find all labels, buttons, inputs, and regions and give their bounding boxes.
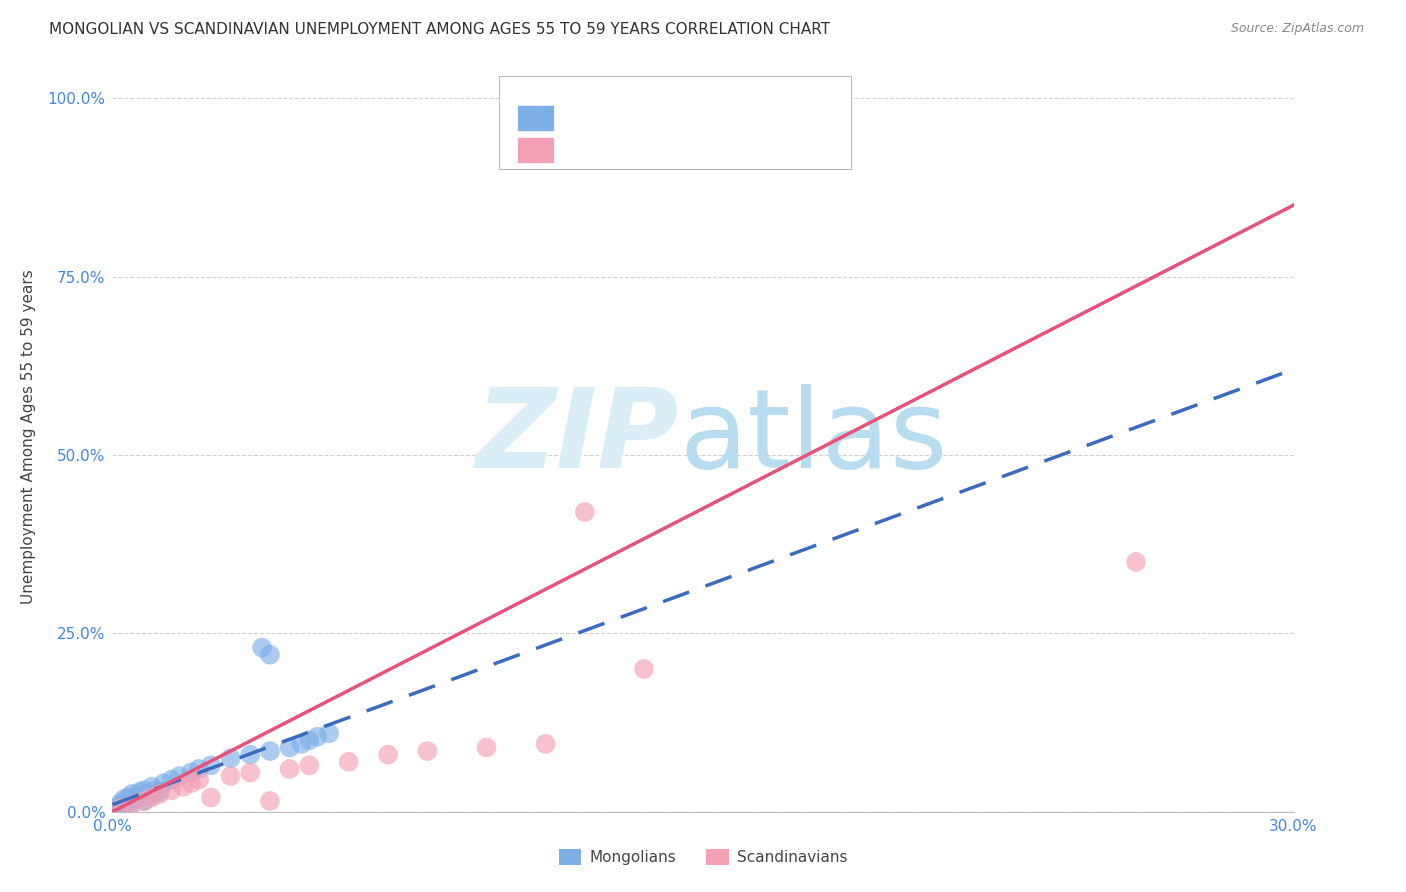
Point	[250, 640, 273, 655]
Text: ZIP: ZIP	[475, 384, 679, 491]
Point	[377, 747, 399, 762]
Point	[169, 769, 191, 783]
Point	[290, 737, 312, 751]
Point	[180, 765, 202, 780]
Point	[125, 789, 148, 803]
Point	[160, 783, 183, 797]
Point	[121, 787, 143, 801]
Point	[112, 792, 135, 806]
Point	[136, 787, 159, 801]
Point	[200, 790, 222, 805]
Point	[160, 772, 183, 787]
Point	[219, 751, 242, 765]
Point	[125, 792, 148, 806]
Text: atlas: atlas	[679, 384, 948, 491]
Point	[141, 789, 163, 803]
Point	[633, 662, 655, 676]
Point	[132, 794, 155, 808]
Point	[307, 730, 329, 744]
Point	[132, 794, 155, 808]
Text: R =: R =	[560, 105, 593, 120]
Point	[117, 790, 139, 805]
Legend: Mongolians, Scandinavians: Mongolians, Scandinavians	[553, 843, 853, 871]
Point	[141, 790, 163, 805]
Point	[110, 796, 132, 810]
Text: R =: R =	[560, 136, 593, 152]
Text: 0.618: 0.618	[595, 105, 643, 120]
Point	[574, 505, 596, 519]
Text: 0.738: 0.738	[595, 136, 643, 152]
Point	[475, 740, 498, 755]
Point	[105, 801, 128, 815]
Point	[318, 726, 340, 740]
Text: N =: N =	[647, 136, 690, 152]
Point	[112, 797, 135, 812]
Point	[1125, 555, 1147, 569]
Point	[298, 758, 321, 772]
Text: 36: 36	[696, 105, 717, 120]
Point	[117, 794, 139, 808]
Point	[121, 796, 143, 810]
Point	[534, 737, 557, 751]
Point	[152, 776, 174, 790]
Point	[141, 780, 163, 794]
Point	[149, 787, 172, 801]
Point	[180, 776, 202, 790]
Point	[188, 762, 211, 776]
Point	[790, 91, 813, 105]
Point	[239, 747, 262, 762]
Point	[278, 740, 301, 755]
Point	[121, 797, 143, 812]
Point	[145, 783, 167, 797]
Point	[149, 785, 172, 799]
Point	[259, 794, 281, 808]
Point	[416, 744, 439, 758]
Text: Source: ZipAtlas.com: Source: ZipAtlas.com	[1230, 22, 1364, 36]
Point	[129, 785, 152, 799]
Text: MONGOLIAN VS SCANDINAVIAN UNEMPLOYMENT AMONG AGES 55 TO 59 YEARS CORRELATION CHA: MONGOLIAN VS SCANDINAVIAN UNEMPLOYMENT A…	[49, 22, 831, 37]
Point	[298, 733, 321, 747]
Point	[259, 648, 281, 662]
Point	[188, 772, 211, 787]
Point	[770, 91, 793, 105]
Point	[337, 755, 360, 769]
Text: 25: 25	[696, 136, 717, 152]
Point	[110, 801, 132, 815]
Point	[278, 762, 301, 776]
Point	[219, 769, 242, 783]
Y-axis label: Unemployment Among Ages 55 to 59 years: Unemployment Among Ages 55 to 59 years	[21, 269, 37, 605]
Point	[172, 780, 194, 794]
Point	[110, 799, 132, 814]
Text: N =: N =	[647, 105, 690, 120]
Point	[239, 765, 262, 780]
Point	[129, 790, 152, 805]
Point	[259, 744, 281, 758]
Point	[132, 783, 155, 797]
Point	[200, 758, 222, 772]
